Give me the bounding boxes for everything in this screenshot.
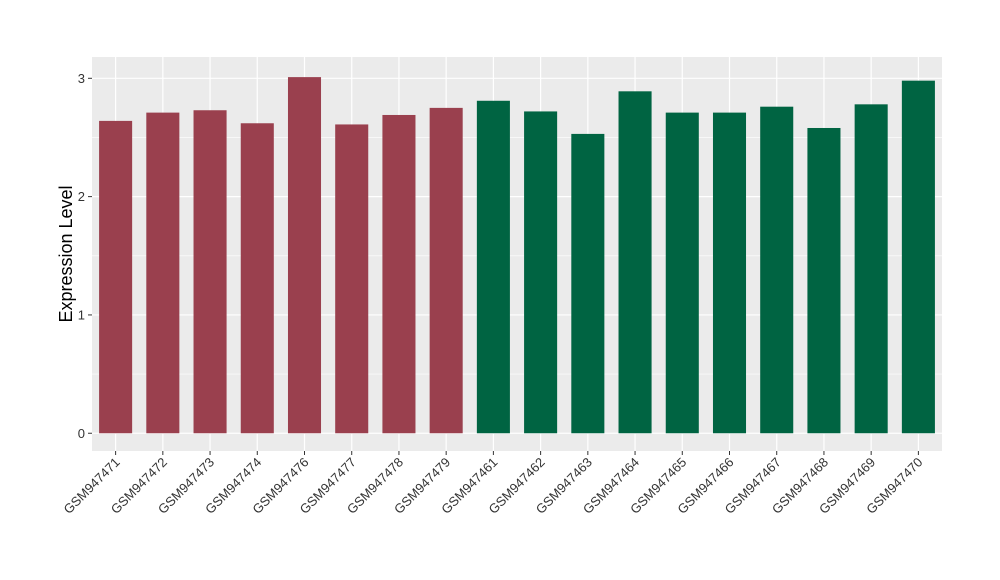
- bar-GSM947462: [524, 111, 558, 434]
- bar-GSM947479: [429, 107, 463, 434]
- bar-GSM947474: [240, 123, 274, 434]
- y-tick-label: 1: [78, 307, 85, 322]
- y-tick-label: 2: [78, 189, 85, 204]
- bar-GSM947465: [665, 112, 699, 434]
- y-axis: 0 1 2 3: [78, 71, 92, 441]
- y-axis-title: Expression Level: [56, 185, 76, 322]
- bar-GSM947464: [618, 91, 652, 434]
- plot-panel: [92, 57, 942, 451]
- bar-GSM947467: [760, 106, 794, 434]
- x-axis: GSM947471GSM947472GSM947473GSM947474GSM9…: [61, 451, 926, 517]
- bar-GSM947476: [287, 77, 322, 434]
- bar-GSM947472: [146, 112, 180, 434]
- bars: [99, 77, 935, 434]
- bar-GSM947469: [854, 104, 888, 434]
- bar-GSM947473: [193, 110, 227, 434]
- bar-GSM947468: [807, 127, 841, 434]
- bar-GSM947471: [99, 120, 133, 434]
- bar-GSM947461: [476, 100, 510, 434]
- y-tick-label: 0: [78, 426, 85, 441]
- bar-GSM947478: [382, 114, 416, 434]
- bar-GSM947466: [712, 112, 747, 434]
- bar-GSM947470: [901, 80, 935, 434]
- y-tick-label: 3: [78, 71, 85, 86]
- bar-GSM947463: [571, 133, 605, 434]
- bar-GSM947477: [335, 124, 369, 434]
